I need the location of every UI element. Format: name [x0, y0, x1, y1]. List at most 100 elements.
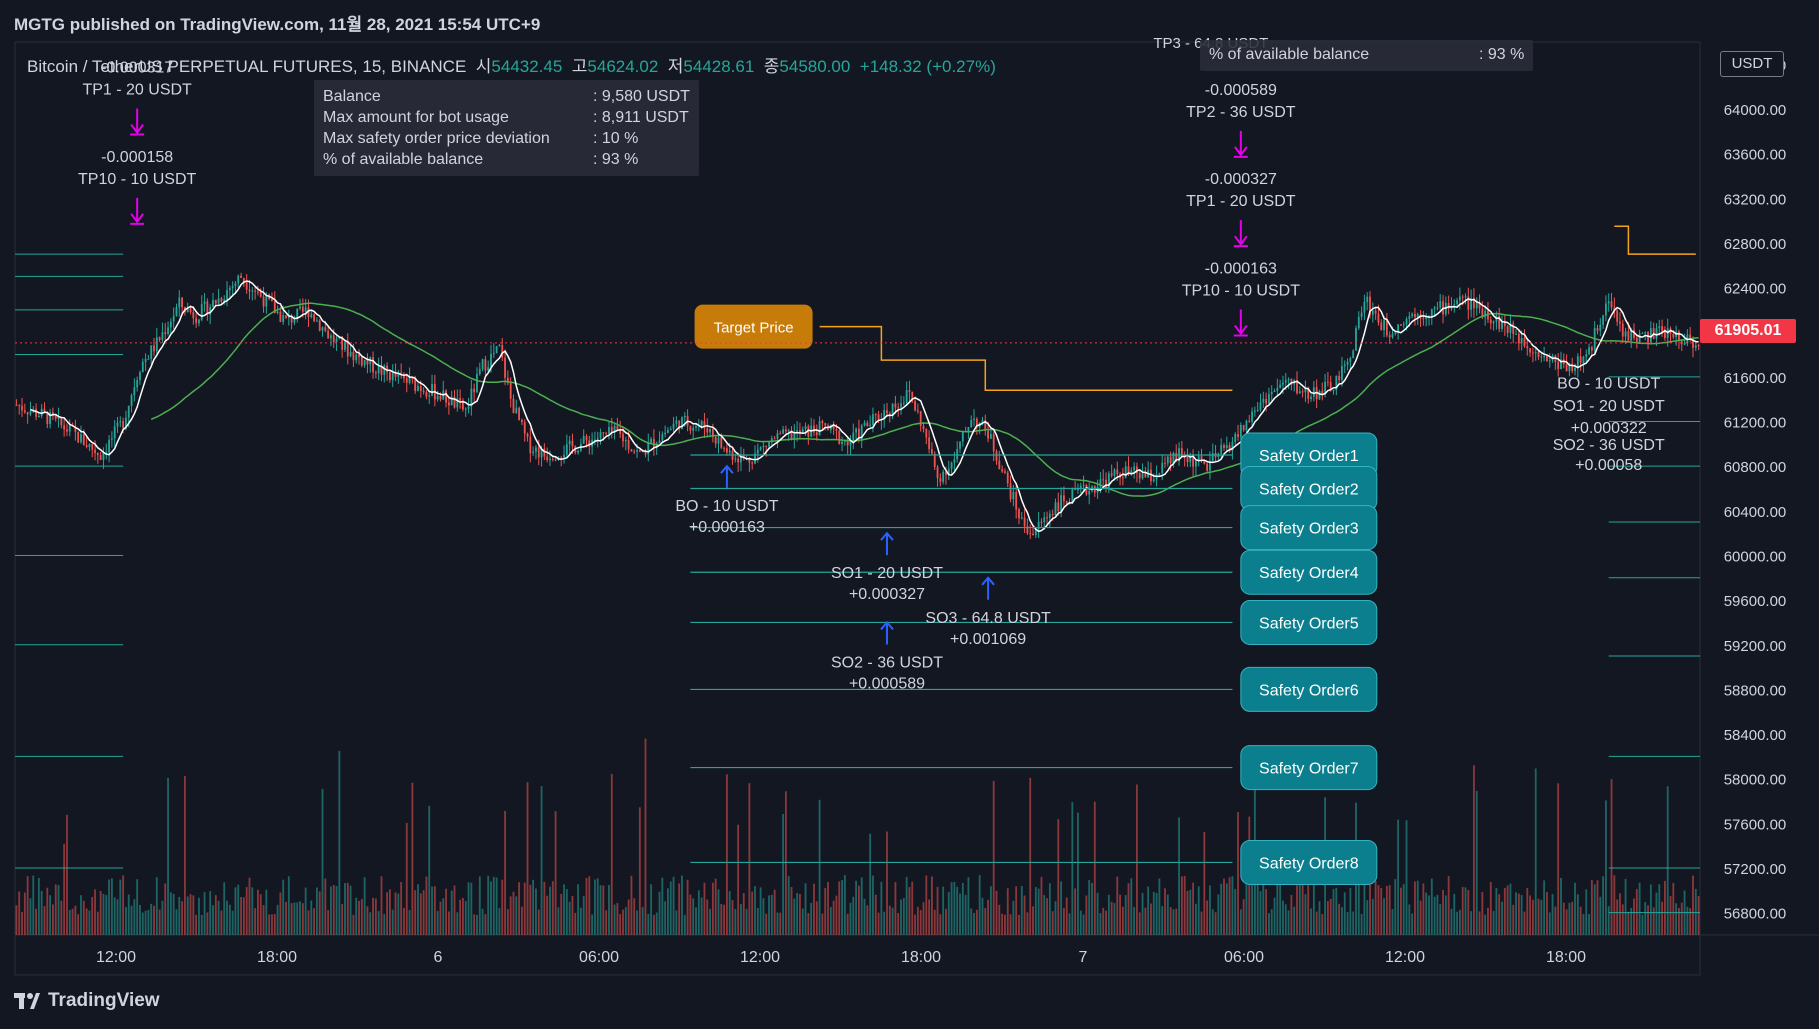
candle-body — [125, 417, 127, 429]
volume-bar — [1374, 880, 1377, 935]
candle-body — [897, 407, 900, 409]
volume-bar — [425, 876, 428, 935]
low-label: 저 — [667, 57, 684, 76]
candle-body — [540, 448, 543, 458]
volume-bar — [953, 881, 956, 935]
volume-bar — [568, 901, 571, 935]
volume-bar — [1287, 910, 1290, 935]
candle-body — [1397, 324, 1400, 333]
volume-bar — [447, 911, 450, 935]
candle-body — [1004, 471, 1006, 473]
volume-bar — [751, 891, 754, 935]
candle-body — [1130, 470, 1133, 473]
volume-bar — [63, 843, 66, 935]
candle-body — [1515, 333, 1517, 335]
candle-body — [928, 437, 931, 450]
candle-body — [1150, 469, 1152, 482]
volume-bar — [1197, 886, 1200, 935]
volume-bar — [172, 893, 175, 935]
candle-body — [571, 440, 574, 447]
volume-bar — [1062, 908, 1065, 935]
volume-bar — [1203, 831, 1206, 935]
candle-body — [672, 423, 675, 429]
candle-body — [852, 432, 855, 442]
volume-bar — [1130, 878, 1133, 935]
candle-body — [391, 371, 394, 381]
tradingview-logo[interactable]: TradingView — [14, 990, 160, 1012]
candle-body — [692, 427, 695, 431]
candle-body — [846, 440, 849, 446]
volume-bar — [1523, 911, 1526, 935]
candle-body — [678, 420, 681, 430]
volume-bar — [894, 882, 897, 935]
candle-body — [661, 434, 664, 441]
volume-bar — [1422, 883, 1425, 935]
candle-body — [664, 432, 667, 435]
volume-bar — [318, 891, 321, 935]
volume-bar — [1571, 901, 1574, 935]
volume-bar — [872, 875, 874, 935]
volume-bar — [737, 824, 740, 935]
candle-body — [1268, 394, 1270, 404]
volume-bar — [405, 822, 408, 935]
candle-body — [476, 373, 478, 393]
candle-body — [1138, 473, 1141, 479]
volume-bar — [810, 902, 813, 935]
volume-bar — [1141, 893, 1144, 935]
candle-body — [144, 358, 147, 362]
candle-body — [1037, 521, 1040, 530]
candle-body — [622, 433, 624, 442]
candle-body — [1105, 479, 1107, 488]
volume-bar — [672, 876, 675, 935]
volume-bar — [310, 900, 313, 935]
volume-bar — [1296, 876, 1298, 935]
volume-bar — [1273, 897, 1276, 935]
volume-bar — [1402, 884, 1405, 935]
volume-bar — [1245, 877, 1248, 935]
volume-bar — [1018, 914, 1020, 935]
candle-body — [1436, 307, 1439, 309]
volume-bar — [863, 898, 866, 935]
current-price-tag: 61905.01 — [1700, 319, 1796, 343]
candle-body — [754, 453, 756, 464]
volume-bar — [119, 879, 122, 935]
candle-body — [1537, 352, 1540, 357]
volume-bar — [1357, 879, 1360, 935]
candle-body — [577, 450, 579, 453]
candle-body — [1484, 310, 1487, 318]
volume-bar — [776, 912, 779, 935]
candle-body — [285, 315, 287, 318]
candle-body — [984, 420, 987, 431]
safety-order-label-bg — [1240, 599, 1378, 645]
volume-bar — [644, 738, 647, 935]
volume-bar — [888, 905, 891, 935]
x-tick-label: 18:00 — [901, 949, 941, 966]
candle-body — [1633, 329, 1635, 338]
volume-bar — [144, 910, 147, 935]
volume-bar — [1596, 880, 1599, 935]
candle-body — [102, 452, 105, 460]
volume-bar — [714, 878, 717, 935]
candle-body — [886, 410, 888, 414]
volume-bar — [804, 883, 807, 935]
candle-body — [818, 421, 821, 436]
candle-body — [1310, 396, 1312, 399]
x-tick-label: 18:00 — [257, 949, 297, 966]
candle-body — [1492, 321, 1495, 324]
volume-bar — [1408, 904, 1411, 935]
candle-body — [40, 408, 43, 417]
volume-bar — [1166, 894, 1169, 935]
candle-body — [1265, 398, 1268, 404]
candle-body — [551, 458, 554, 460]
volume-bar — [1560, 877, 1562, 935]
candle-body — [843, 440, 846, 442]
candle-body — [1543, 356, 1546, 358]
volume-bar — [852, 896, 855, 935]
volume-bar — [127, 894, 130, 935]
safety-order-label-bg — [1240, 666, 1378, 712]
volume-bar — [1638, 882, 1641, 935]
currency-label[interactable]: USDT — [1720, 51, 1784, 77]
volume-bar — [1237, 812, 1239, 935]
symbol-name[interactable]: Bitcoin / TetherUS PERPETUAL FUTURES, 15… — [27, 57, 467, 76]
